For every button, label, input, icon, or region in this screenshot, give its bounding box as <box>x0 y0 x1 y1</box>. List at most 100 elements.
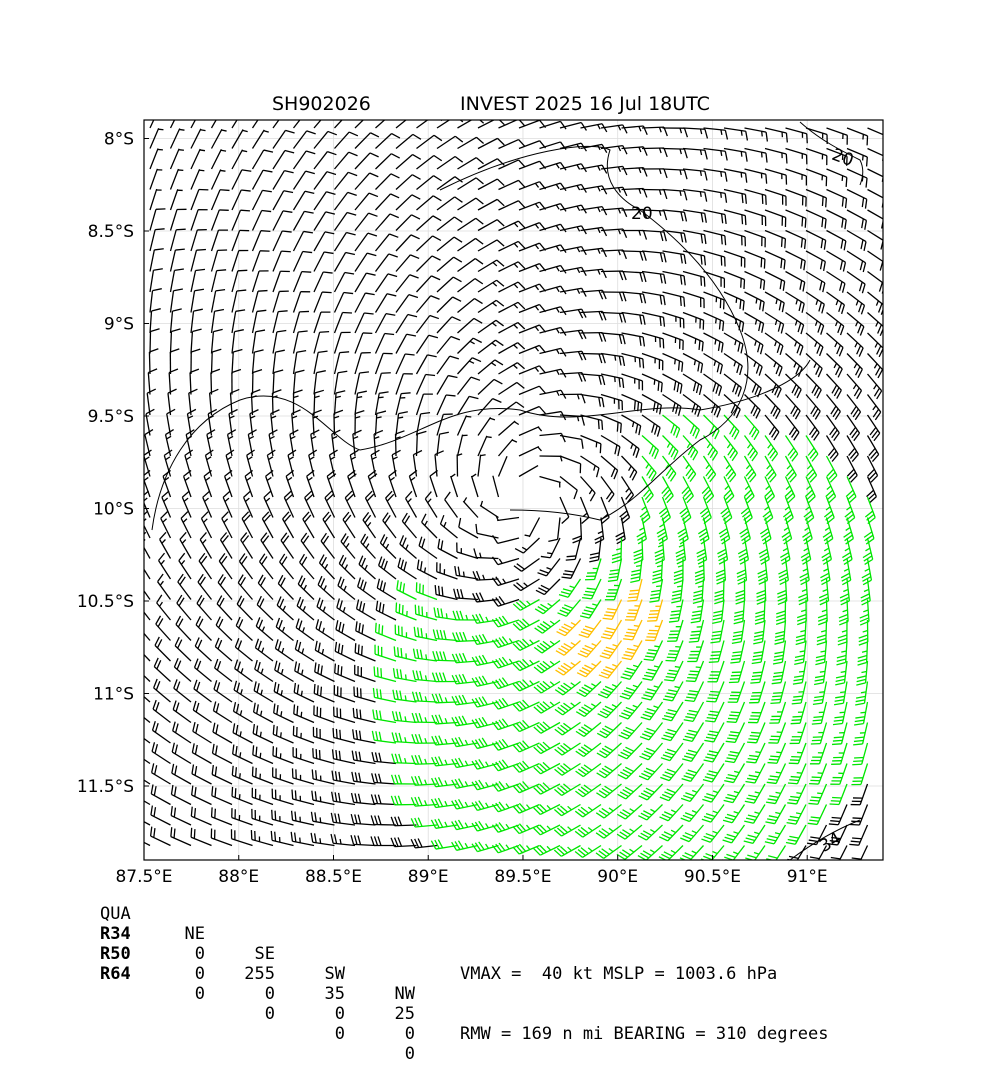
barb-feather <box>258 662 261 671</box>
wind-barb <box>806 190 826 208</box>
barb-staff <box>150 149 158 169</box>
wind-barb <box>213 701 232 722</box>
barb-feather <box>400 535 404 544</box>
barb-feather <box>215 659 218 668</box>
wind-barb <box>621 661 642 679</box>
barb-staff <box>458 338 474 353</box>
barb-feather <box>833 724 842 725</box>
barb-staff <box>704 190 726 194</box>
wind-barb <box>294 704 314 722</box>
barb-feather <box>541 556 550 557</box>
barb-feather <box>155 229 164 230</box>
wind-barb <box>806 169 827 186</box>
barb-feather <box>834 703 843 705</box>
wind-barb <box>458 299 483 313</box>
wind-barb <box>191 149 205 169</box>
barb-staff <box>560 456 581 464</box>
wind-barb <box>847 272 865 294</box>
barb-feather <box>684 191 686 200</box>
barb-staff <box>437 395 446 415</box>
barb-feather <box>193 722 195 731</box>
barb-feather <box>606 628 615 630</box>
wind-barb <box>458 318 483 333</box>
barb-feather <box>412 195 420 199</box>
barb-feather <box>705 235 706 244</box>
barb-feather <box>699 340 700 349</box>
wind-barbs <box>130 108 887 865</box>
barb-staff <box>132 751 150 764</box>
barb-half-feather <box>841 671 846 672</box>
barb-feather <box>577 673 586 677</box>
barb-half-feather <box>486 617 488 622</box>
barb-feather <box>388 274 397 277</box>
barb-staff <box>212 190 221 210</box>
barb-feather <box>519 140 525 147</box>
barb-feather <box>623 750 632 754</box>
barb-staff <box>251 393 252 415</box>
wind-barb <box>396 134 421 148</box>
barb-feather <box>440 432 449 434</box>
barb-feather <box>439 586 440 595</box>
wind-barb <box>458 338 482 353</box>
barb-half-feather <box>633 705 638 707</box>
barb-feather <box>439 715 443 724</box>
barb-feather <box>773 676 782 677</box>
barb-half-feather <box>261 711 262 716</box>
barb-feather <box>729 735 738 736</box>
barb-feather <box>776 365 779 374</box>
barb-feather <box>341 666 342 675</box>
barb-feather <box>297 351 306 353</box>
wind-barb <box>622 456 637 480</box>
barb-half-feather <box>426 675 427 680</box>
barb-feather <box>353 430 362 434</box>
barb-staff <box>150 230 155 251</box>
barb-feather <box>715 431 719 439</box>
wind-barb <box>765 169 787 185</box>
barb-half-feather <box>509 659 512 663</box>
wind-barb <box>293 747 314 763</box>
barb-feather <box>733 631 742 633</box>
barb-staff <box>519 120 540 128</box>
barb-feather <box>619 356 621 365</box>
barb-feather <box>628 629 637 630</box>
wind-barb <box>455 566 478 579</box>
barb-feather <box>740 300 741 309</box>
wind-barb <box>458 238 484 251</box>
wind-barb <box>663 682 683 701</box>
barb-staff <box>355 233 368 251</box>
barb-half-feather <box>184 498 188 501</box>
wind-barb <box>540 286 566 294</box>
barb-feather <box>844 241 846 250</box>
wind-barb <box>765 272 785 291</box>
barb-staff <box>294 373 296 395</box>
wind-barb <box>334 410 343 435</box>
barb-feather <box>284 191 293 193</box>
wind-barb <box>355 233 377 251</box>
barb-feather <box>434 607 436 616</box>
barb-feather <box>349 132 358 136</box>
barb-feather <box>757 594 766 597</box>
wind-barb <box>581 456 599 477</box>
barb-feather <box>822 197 823 206</box>
wind-barb <box>355 253 376 271</box>
barb-feather <box>759 322 761 331</box>
wind-barb <box>191 169 204 189</box>
barb-staff <box>376 294 388 313</box>
barb-half-feather <box>613 645 618 647</box>
barb-half-feather <box>598 249 600 254</box>
barb-feather <box>599 375 601 384</box>
barb-feather <box>805 240 806 249</box>
barb-feather <box>136 702 139 711</box>
barb-feather <box>379 392 388 393</box>
barb-feather <box>136 616 141 624</box>
barb-feather <box>639 426 641 435</box>
barb-staff <box>335 152 349 169</box>
barb-feather <box>736 597 745 600</box>
barb-feather <box>381 559 384 568</box>
barb-feather <box>378 667 379 676</box>
barb-feather <box>451 337 460 340</box>
barb-feather <box>697 549 705 553</box>
barb-feather <box>187 409 195 413</box>
barb-feather <box>336 729 337 738</box>
barb-staff <box>827 169 847 177</box>
